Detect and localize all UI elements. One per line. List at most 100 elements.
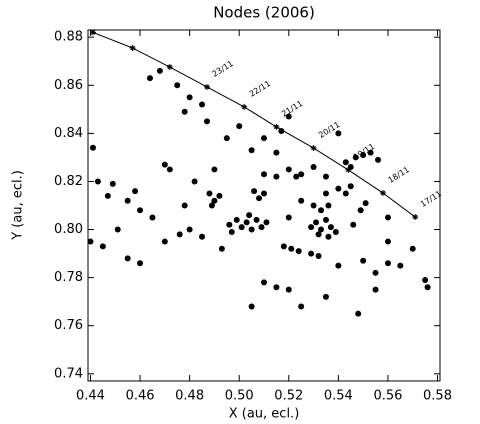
node-point bbox=[199, 101, 206, 108]
node-point bbox=[243, 219, 250, 226]
x-tick-label: 0.58 bbox=[423, 389, 452, 404]
node-point bbox=[156, 67, 163, 74]
node-point bbox=[342, 190, 349, 197]
node-point bbox=[298, 171, 305, 178]
node-point bbox=[273, 149, 280, 156]
node-point bbox=[384, 260, 391, 267]
node-point bbox=[285, 166, 292, 173]
node-point bbox=[191, 178, 198, 185]
node-point bbox=[132, 188, 139, 195]
node-point bbox=[251, 188, 258, 195]
node-point bbox=[422, 277, 429, 284]
node-point bbox=[315, 231, 322, 238]
x-tick-label: 0.50 bbox=[225, 389, 254, 404]
node-point bbox=[226, 221, 233, 228]
node-point bbox=[335, 185, 342, 192]
node-point bbox=[161, 238, 168, 245]
node-point bbox=[372, 269, 379, 276]
node-point bbox=[174, 82, 181, 89]
node-point bbox=[256, 195, 263, 202]
node-point bbox=[347, 183, 354, 190]
node-point bbox=[409, 245, 416, 252]
node-point bbox=[367, 149, 374, 156]
track-marker bbox=[203, 83, 210, 90]
node-point bbox=[335, 130, 342, 137]
y-axis-label: Y (au, ecl.) bbox=[11, 170, 26, 241]
track-marker bbox=[166, 64, 173, 71]
x-tick-label: 0.54 bbox=[324, 389, 353, 404]
node-point bbox=[298, 303, 305, 310]
node-point bbox=[384, 238, 391, 245]
node-point bbox=[248, 147, 255, 154]
node-point bbox=[322, 293, 329, 300]
chart-title: Nodes (2006) bbox=[213, 4, 315, 22]
node-point bbox=[124, 197, 131, 204]
node-point bbox=[362, 200, 369, 207]
x-tick-label: 0.46 bbox=[126, 389, 155, 404]
node-point bbox=[261, 135, 267, 142]
node-point bbox=[288, 245, 295, 252]
node-point bbox=[322, 173, 329, 180]
track-marker bbox=[89, 29, 96, 36]
x-axis-label: X (au, ecl.) bbox=[229, 407, 300, 422]
node-point bbox=[397, 262, 404, 269]
node-point bbox=[295, 248, 302, 255]
node-point bbox=[99, 243, 106, 250]
track-marker bbox=[412, 214, 419, 221]
node-point bbox=[87, 238, 94, 245]
y-tick-label: 0.80 bbox=[54, 222, 83, 237]
node-point bbox=[384, 214, 391, 221]
date-label: 22/11 bbox=[248, 79, 272, 99]
node-point bbox=[342, 159, 349, 166]
track-marker bbox=[129, 45, 136, 52]
node-point bbox=[280, 243, 287, 250]
node-point bbox=[298, 197, 305, 204]
node-point bbox=[293, 173, 300, 180]
node-point bbox=[89, 144, 96, 151]
x-tick-label: 0.48 bbox=[175, 389, 204, 404]
node-point bbox=[176, 231, 183, 238]
node-point bbox=[137, 260, 144, 267]
plot-frame bbox=[87, 29, 441, 382]
track-marker bbox=[273, 123, 280, 130]
node-point bbox=[211, 197, 218, 204]
node-point bbox=[285, 286, 292, 293]
track-marker bbox=[310, 145, 317, 152]
node-point bbox=[203, 118, 210, 125]
node-point bbox=[308, 224, 315, 231]
node-point bbox=[375, 156, 382, 163]
date-label: 18/11 bbox=[387, 165, 411, 185]
node-point bbox=[149, 214, 156, 221]
node-point bbox=[238, 224, 245, 231]
node-point bbox=[208, 202, 215, 209]
node-point bbox=[424, 284, 431, 291]
node-point bbox=[372, 286, 379, 293]
y-tick-label: 0.76 bbox=[54, 318, 83, 333]
node-point bbox=[218, 245, 225, 252]
node-point bbox=[181, 108, 188, 115]
node-point bbox=[124, 255, 131, 262]
node-point bbox=[161, 161, 168, 168]
node-point bbox=[352, 154, 359, 161]
node-point bbox=[114, 226, 121, 233]
node-point bbox=[325, 233, 332, 240]
node-point bbox=[146, 75, 153, 82]
node-point bbox=[263, 219, 270, 226]
node-point bbox=[273, 284, 280, 291]
node-point bbox=[278, 127, 285, 134]
node-point bbox=[322, 190, 329, 197]
node-point bbox=[104, 192, 111, 199]
node-point bbox=[322, 216, 329, 223]
x-tick-label: 0.56 bbox=[373, 389, 402, 404]
node-point bbox=[186, 226, 193, 233]
node-point bbox=[258, 224, 265, 231]
y-tick-label: 0.74 bbox=[54, 366, 83, 381]
date-label: 20/11 bbox=[317, 120, 341, 140]
node-point bbox=[310, 164, 317, 171]
y-tick-label: 0.84 bbox=[54, 126, 83, 141]
node-point bbox=[325, 202, 332, 209]
node-point bbox=[273, 173, 280, 180]
y-tick-label: 0.88 bbox=[54, 30, 83, 45]
node-point bbox=[233, 216, 240, 223]
node-point bbox=[248, 303, 255, 310]
